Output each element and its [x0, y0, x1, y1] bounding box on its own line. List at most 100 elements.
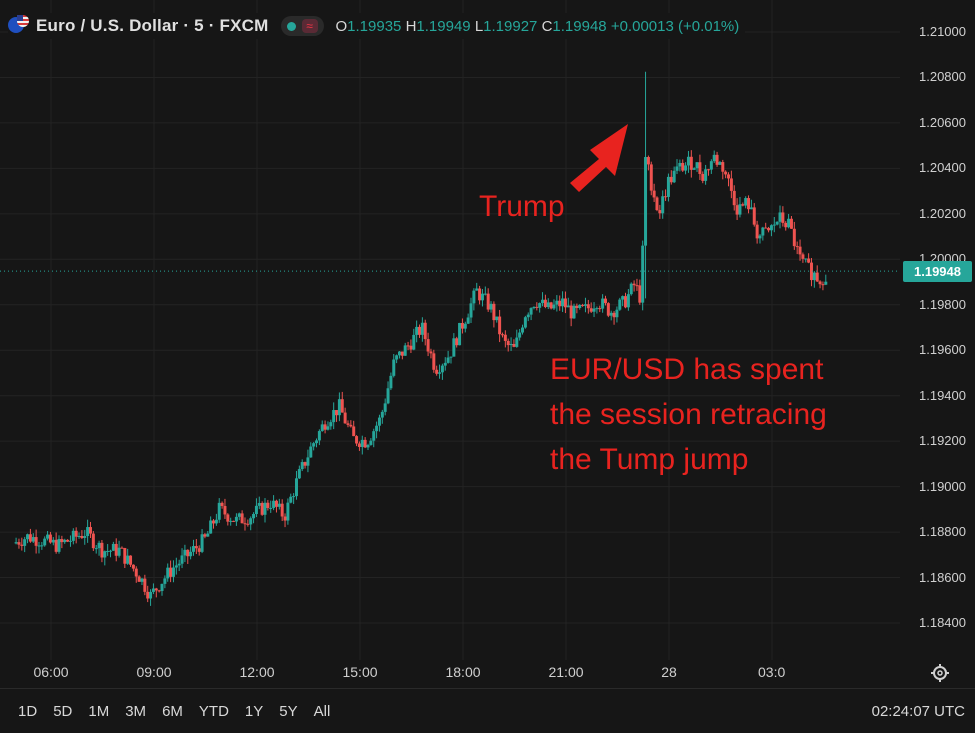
- candle-body: [781, 212, 785, 223]
- candle-body: [675, 166, 679, 171]
- high-value: 1.19949: [416, 17, 471, 35]
- candle-body: [732, 190, 736, 206]
- candle-body: [389, 375, 393, 389]
- symbol-title[interactable]: Euro / U.S. Dollar · 5 · FXCM: [36, 16, 269, 35]
- candle-body: [349, 424, 353, 427]
- y-tick-label: 1.19800: [919, 296, 966, 312]
- candle-body: [672, 170, 676, 183]
- candle-body: [343, 412, 347, 424]
- candle-body: [566, 305, 570, 308]
- candle-body: [546, 302, 550, 308]
- candle-body: [818, 281, 822, 285]
- candle-body: [329, 422, 333, 427]
- y-tick-label: 1.19200: [919, 433, 966, 449]
- close-value: 1.19948: [552, 17, 607, 35]
- range-button-1d[interactable]: 1D: [18, 703, 38, 720]
- candle-body: [538, 303, 542, 308]
- candle-body: [749, 207, 753, 210]
- candle-body: [377, 417, 381, 426]
- candle-body: [463, 323, 467, 329]
- y-tick-label: 1.20600: [919, 114, 966, 130]
- y-tick-label: 1.20200: [919, 205, 966, 221]
- status-pill[interactable]: ≈: [280, 16, 324, 36]
- candle-body: [197, 548, 201, 552]
- candle-body: [146, 591, 150, 599]
- candle-body: [718, 162, 722, 165]
- candle-body: [429, 351, 433, 354]
- candle-body: [449, 356, 453, 358]
- candle-body: [260, 503, 264, 515]
- candle-body: [486, 293, 490, 310]
- range-button-5d[interactable]: 5D: [53, 703, 73, 720]
- candle-body: [541, 299, 545, 304]
- candle-body: [535, 306, 539, 308]
- candle-body: [183, 549, 187, 556]
- price-chart[interactable]: [0, 0, 900, 660]
- range-button-1m[interactable]: 1M: [88, 703, 110, 720]
- candle-body: [706, 169, 710, 171]
- candle-body: [635, 285, 639, 287]
- candle-body: [386, 388, 390, 404]
- candle-body: [752, 207, 756, 225]
- candle-body: [383, 403, 387, 412]
- candle-body: [727, 174, 731, 179]
- candle-body: [68, 540, 72, 542]
- candle-body: [549, 302, 553, 309]
- utc-clock[interactable]: 02:24:07 UTC: [871, 703, 965, 720]
- candle-body: [312, 443, 316, 447]
- range-button-all[interactable]: All: [313, 703, 331, 720]
- candle-body: [114, 543, 118, 556]
- candle-body: [57, 539, 61, 552]
- candle-body: [612, 312, 616, 318]
- y-tick-label: 1.18400: [919, 615, 966, 630]
- candle-body: [160, 583, 164, 591]
- candle-body: [695, 162, 699, 169]
- candle-body: [97, 542, 101, 549]
- candle-body: [337, 399, 341, 416]
- candle-body: [603, 298, 607, 304]
- range-button-1y[interactable]: 1Y: [244, 703, 264, 720]
- candle-body: [80, 535, 84, 538]
- candle-body: [432, 353, 436, 370]
- time-axis[interactable]: 06:00 09:00 12:00 15:00 18:00 21:00 28 03:0: [0, 660, 900, 686]
- candle-body: [177, 563, 181, 566]
- candle-body: [357, 443, 361, 447]
- candle-body: [518, 332, 522, 338]
- candle-body: [807, 258, 811, 263]
- candle-body: [483, 293, 487, 295]
- candle-body: [578, 304, 582, 308]
- price-axis[interactable]: 1.21000 1.20800 1.20600 1.20400 1.20200 1.200…: [900, 0, 975, 660]
- candle-body: [100, 542, 104, 558]
- candle-body: [747, 198, 751, 210]
- candle-body: [46, 534, 50, 539]
- candle-body: [641, 245, 645, 303]
- gear-icon[interactable]: [929, 662, 951, 684]
- candle-body: [280, 503, 284, 517]
- last-price-tag: 1.19948: [903, 261, 972, 282]
- candle-body: [300, 462, 304, 470]
- candle-body: [446, 357, 450, 363]
- range-button-ytd[interactable]: YTD: [198, 703, 229, 720]
- candle-body: [526, 314, 530, 318]
- candle-body: [678, 162, 682, 167]
- range-button-3m[interactable]: 3M: [125, 703, 147, 720]
- candle-body: [652, 190, 656, 198]
- candle-body: [91, 533, 95, 549]
- range-button-5y[interactable]: 5Y: [279, 703, 298, 720]
- candle-body: [163, 578, 167, 584]
- candle-body: [698, 162, 702, 174]
- candle-body: [283, 516, 287, 521]
- candle-body: [40, 545, 44, 547]
- candle-body: [272, 500, 276, 508]
- candle-body: [801, 254, 805, 259]
- candle-body: [174, 565, 178, 568]
- annotation-arrow: [570, 124, 628, 192]
- candle-body: [294, 478, 298, 497]
- candle-body: [621, 296, 625, 300]
- range-button-6m[interactable]: 6M: [162, 703, 183, 720]
- candles: [14, 71, 828, 606]
- candle-body: [418, 326, 422, 335]
- candle-body: [323, 424, 327, 430]
- candle-body: [406, 345, 410, 347]
